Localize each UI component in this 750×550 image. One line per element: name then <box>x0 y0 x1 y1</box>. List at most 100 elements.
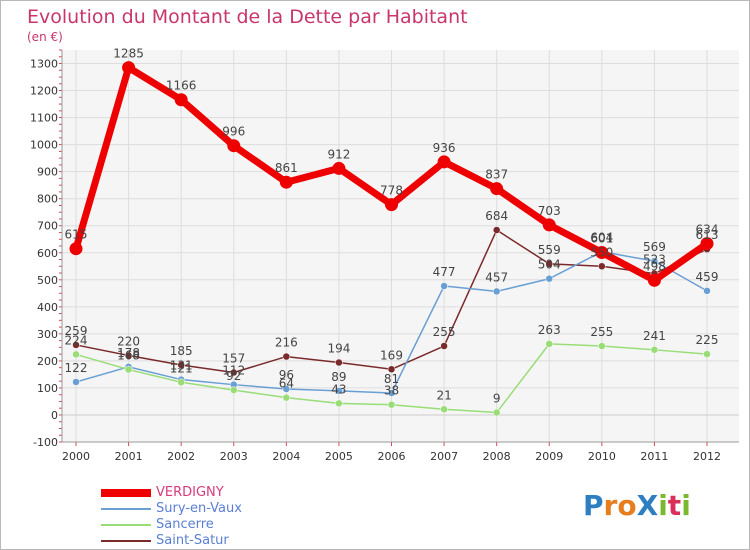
data-label-verdigny: 778 <box>380 184 403 198</box>
data-point-sury-en-vaux <box>492 287 501 296</box>
legend-swatch-verdigny <box>101 489 151 497</box>
data-point-saint-satur <box>72 341 80 349</box>
y-tick-label: 200 <box>37 355 58 368</box>
data-point-sancerre <box>335 399 343 408</box>
y-tick-label: 700 <box>37 220 58 233</box>
data-label-verdigny: 615 <box>65 228 88 242</box>
logo-letter: t <box>667 489 682 522</box>
data-label-verdigny: 498 <box>643 259 666 273</box>
data-point-saint-satur <box>440 342 448 350</box>
y-tick-label: 500 <box>37 274 58 287</box>
data-point-verdigny <box>647 273 661 287</box>
y-tick-label: 1100 <box>30 112 58 125</box>
x-tick-label: 2011 <box>640 450 668 463</box>
series-lines <box>69 61 714 417</box>
data-label-verdigny: 1285 <box>113 47 144 61</box>
data-label-sury-en-vaux: 569 <box>643 240 666 254</box>
data-point-verdigny <box>437 155 451 169</box>
legend-item-sury-en-vaux: Sury-en-Vaux <box>101 501 242 517</box>
legend-label-saint-satur: Saint-Satur <box>156 533 229 548</box>
data-label-sancerre: 38 <box>384 384 399 398</box>
data-label-verdigny: 912 <box>327 147 350 161</box>
data-label-sury-en-vaux: 477 <box>433 265 456 279</box>
data-point-verdigny <box>385 198 398 212</box>
data-label-verdigny: 837 <box>485 168 508 182</box>
data-point-saint-satur <box>492 226 501 234</box>
data-label-sancerre: 255 <box>590 325 613 339</box>
x-tick-label: 2000 <box>62 450 90 463</box>
data-point-saint-satur <box>282 352 291 361</box>
data-point-sancerre <box>230 386 238 394</box>
x-tick-label: 2002 <box>167 450 195 463</box>
data-label-sury-en-vaux: 459 <box>696 270 719 284</box>
data-point-sancerre <box>650 346 659 354</box>
legend-item-sancerre: Sancerre <box>101 517 242 533</box>
y-tick-label: 0 <box>51 409 58 422</box>
data-label-saint-satur: 216 <box>275 336 298 350</box>
data-label-sancerre: 241 <box>643 329 666 343</box>
data-point-sury-en-vaux <box>650 257 659 265</box>
data-point-sancerre <box>545 340 553 348</box>
data-label-saint-satur: 255 <box>433 325 456 339</box>
data-point-sury-en-vaux <box>335 387 343 395</box>
data-point-sancerre <box>598 342 606 350</box>
data-label-saint-satur: 613 <box>696 228 719 242</box>
data-label-verdigny: 634 <box>696 223 719 237</box>
data-point-verdigny <box>700 237 714 251</box>
x-tick-label: 2008 <box>483 450 511 463</box>
y-tick-label: 1300 <box>30 58 58 71</box>
legend-item-verdigny: VERDIGNY <box>101 485 242 501</box>
data-label-verdigny: 861 <box>275 161 298 175</box>
data-point-saint-satur <box>387 365 396 374</box>
data-label-sancerre: 9 <box>493 392 501 406</box>
data-label-sancerre: 224 <box>65 333 88 347</box>
data-label-verdigny: 996 <box>222 125 245 139</box>
y-axis-unit-label: (en €) <box>27 30 63 44</box>
proxiti-logo: ProXiti <box>583 489 691 522</box>
data-point-sancerre <box>72 350 80 359</box>
legend-label-sury-en-vaux: Sury-en-Vaux <box>156 501 242 516</box>
data-label-sancerre: 225 <box>696 333 719 347</box>
plot-area <box>62 50 739 442</box>
data-label-sancerre: 263 <box>538 323 561 337</box>
data-label-verdigny: 601 <box>590 231 613 245</box>
data-label-verdigny: 936 <box>433 141 456 155</box>
data-label-sury-en-vaux: 89 <box>331 370 346 384</box>
logo-letter: o <box>617 489 637 522</box>
data-label-sury-en-vaux: 504 <box>538 258 561 272</box>
data-label-saint-satur: 550 <box>590 245 613 259</box>
legend-swatch-sury-en-vaux <box>101 508 151 510</box>
data-point-verdigny <box>122 61 136 75</box>
data-point-sury-en-vaux <box>387 389 396 397</box>
x-tick-label: 2005 <box>325 450 353 463</box>
data-label-sury-en-vaux: 604 <box>590 231 613 245</box>
data-point-sury-en-vaux <box>703 287 711 295</box>
data-point-sancerre <box>440 405 448 414</box>
data-label-sancerre: 168 <box>117 349 140 363</box>
data-label-sury-en-vaux: 457 <box>485 270 508 284</box>
y-tick-label: -100 <box>33 436 58 449</box>
x-tick-label: 2006 <box>378 450 406 463</box>
data-point-sury-en-vaux <box>545 274 553 283</box>
data-label-saint-satur: 157 <box>222 352 245 366</box>
data-label-sury-en-vaux: 96 <box>279 368 294 382</box>
x-tick-label: 2007 <box>430 450 458 463</box>
data-label-sury-en-vaux: 131 <box>170 359 193 373</box>
x-tick-label: 2009 <box>535 450 563 463</box>
data-label-sancerre: 43 <box>331 382 346 396</box>
data-point-saint-satur <box>545 260 553 268</box>
logo-letter: r <box>603 489 618 522</box>
x-tick-label: 2004 <box>272 450 300 463</box>
legend: VERDIGNY Sury-en-Vaux Sancerre Saint-Sat… <box>101 485 242 549</box>
data-label-saint-satur: 559 <box>538 243 561 257</box>
legend-label-verdigny: VERDIGNY <box>156 485 224 500</box>
y-tick-label: 100 <box>37 382 58 395</box>
data-point-verdigny <box>279 175 293 189</box>
x-tick-label: 2003 <box>220 450 248 463</box>
logo-letter: P <box>583 489 604 522</box>
data-label-sury-en-vaux: 81 <box>384 372 399 386</box>
data-label-saint-satur: 259 <box>65 324 88 338</box>
legend-swatch-saint-satur <box>101 540 151 542</box>
data-label-sancerre: 92 <box>226 369 241 383</box>
